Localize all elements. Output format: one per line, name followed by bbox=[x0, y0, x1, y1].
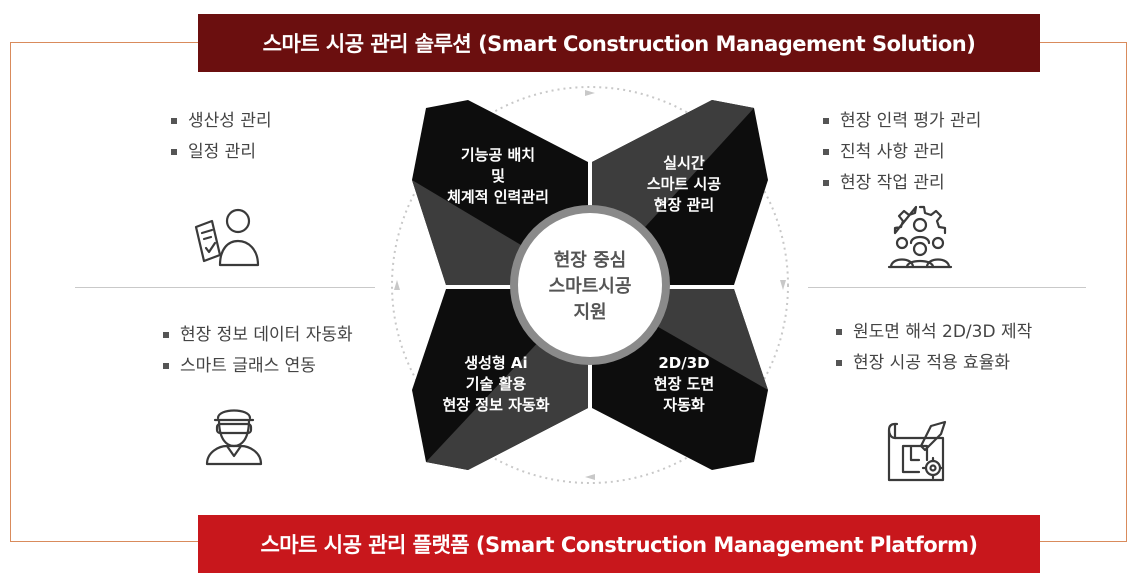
list-item: 현장 정보 데이터 자동화 bbox=[160, 320, 353, 351]
list-item: 현장 시공 적용 효율화 bbox=[833, 348, 1032, 379]
list-right-bottom: 원도면 해석 2D/3D 제작 현장 시공 적용 효율화 bbox=[833, 317, 1032, 379]
title-banner-platform: 스마트 시공 관리 플랫폼 (Smart Construction Manage… bbox=[198, 515, 1040, 573]
list-left-top: 생산성 관리 일정 관리 bbox=[168, 106, 272, 168]
cycle-arrow-left bbox=[394, 280, 400, 290]
list-right-top: 현장 인력 평가 관리 진척 사항 관리 현장 작업 관리 bbox=[820, 106, 981, 199]
center-text-line: 지원 bbox=[573, 302, 606, 323]
quadrant-bottom-right-line: 자동화 bbox=[663, 396, 705, 414]
worker-checklist-icon bbox=[194, 208, 260, 267]
list-item: 생산성 관리 bbox=[168, 106, 272, 137]
divider-right bbox=[808, 287, 1086, 288]
quadrant-top-right-line: 실시간 bbox=[663, 154, 705, 172]
center-text-line: 현장 중심 bbox=[554, 250, 627, 271]
center-circle bbox=[518, 213, 662, 357]
quadrant-top-left-line: 및 bbox=[491, 167, 505, 185]
team-gear-icon bbox=[887, 205, 953, 269]
quadrant-bottom-left-line: 생성형 Ai bbox=[464, 354, 527, 372]
list-item: 현장 인력 평가 관리 bbox=[820, 106, 981, 137]
quadrant-bottom-left-line: 현장 정보 자동화 bbox=[442, 396, 549, 414]
list-item: 원도면 해석 2D/3D 제작 bbox=[833, 317, 1032, 348]
title-banner-solution: 스마트 시공 관리 솔루션 (Smart Construction Manage… bbox=[198, 14, 1040, 72]
cycle-arrow-bottom bbox=[585, 474, 595, 480]
center-diagram: 기능공 배치 및 체계적 인력관리 실시간 스마트 시공 현장 관리 생성형 A… bbox=[391, 86, 789, 484]
center-text-line: 스마트시공 bbox=[549, 276, 632, 297]
cycle-circle bbox=[391, 86, 789, 484]
quadrant-top-left-line: 체계적 인력관리 bbox=[447, 188, 549, 206]
quadrant-top-left-line: 기능공 배치 bbox=[461, 146, 535, 164]
list-item: 현장 작업 관리 bbox=[820, 168, 981, 199]
blueprint-icon bbox=[887, 420, 947, 482]
list-item: 일정 관리 bbox=[168, 137, 272, 168]
divider-left bbox=[75, 287, 375, 288]
list-item: 스마트 글래스 연동 bbox=[160, 351, 353, 382]
worker-smart-glasses-icon bbox=[205, 409, 263, 466]
quadrant-bottom-left-line: 기술 활용 bbox=[466, 375, 527, 393]
quadrant-bottom-right-line: 2D/3D bbox=[658, 354, 709, 372]
list-item: 진척 사항 관리 bbox=[820, 137, 981, 168]
cycle-arrow-right bbox=[780, 280, 786, 290]
quadrant-bottom-right-line: 현장 도면 bbox=[654, 375, 714, 393]
cycle-arrow-top bbox=[585, 90, 595, 96]
quadrant-top-right-line: 현장 관리 bbox=[654, 196, 714, 214]
quadrant-top-right-line: 스마트 시공 bbox=[647, 175, 721, 193]
list-left-bottom: 현장 정보 데이터 자동화 스마트 글래스 연동 bbox=[160, 320, 353, 382]
